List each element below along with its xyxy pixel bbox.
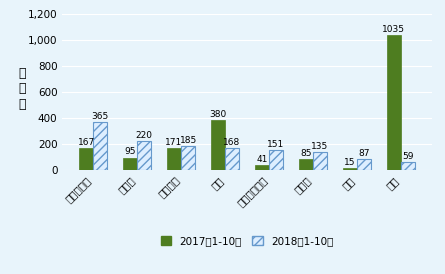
Legend: 2017年1-10月, 2018年1-10月: 2017年1-10月, 2018年1-10月 xyxy=(157,232,337,250)
Text: 59: 59 xyxy=(402,152,413,161)
Bar xyxy=(299,159,313,170)
Bar xyxy=(137,141,151,170)
Bar xyxy=(343,168,357,170)
Text: 380: 380 xyxy=(209,110,227,119)
Bar xyxy=(181,146,195,170)
Text: 135: 135 xyxy=(312,142,328,151)
Bar xyxy=(79,148,93,170)
Text: 168: 168 xyxy=(223,138,241,147)
Bar xyxy=(93,122,107,170)
Bar xyxy=(211,121,225,170)
Text: 220: 220 xyxy=(136,131,153,140)
Text: 151: 151 xyxy=(267,140,285,149)
Bar xyxy=(255,165,269,170)
Text: 15: 15 xyxy=(344,158,356,167)
Bar xyxy=(269,150,283,170)
Bar xyxy=(387,35,401,170)
Bar xyxy=(123,158,137,170)
Bar xyxy=(225,148,239,170)
Bar xyxy=(357,159,371,170)
Text: 85: 85 xyxy=(300,149,311,158)
Text: 185: 185 xyxy=(179,136,197,145)
Text: 87: 87 xyxy=(358,149,370,158)
Bar xyxy=(167,148,181,170)
Text: 167: 167 xyxy=(77,138,95,147)
Text: 171: 171 xyxy=(166,138,182,147)
Bar xyxy=(313,152,327,170)
Text: 41: 41 xyxy=(256,155,267,164)
Text: 365: 365 xyxy=(92,112,109,121)
Text: 先: 先 xyxy=(18,98,25,111)
Bar xyxy=(401,162,415,170)
Text: 輸: 輸 xyxy=(18,67,25,79)
Text: 95: 95 xyxy=(124,147,136,156)
Text: 出: 出 xyxy=(18,82,25,95)
Text: 1035: 1035 xyxy=(382,25,405,34)
